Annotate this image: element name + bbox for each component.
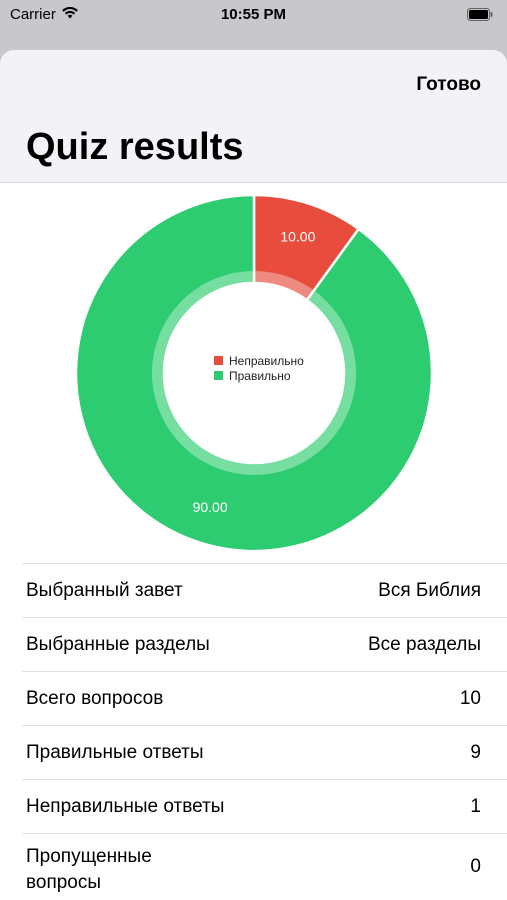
row-label: Пропущенные вопросы: [26, 846, 152, 893]
row-value: Все разделы: [368, 634, 481, 655]
row-incorrect-answers: Неправильные ответы 1: [22, 779, 507, 833]
row-value: 9: [470, 742, 481, 763]
row-label: Выбранные разделы: [26, 634, 210, 655]
row-total-questions: Всего вопросов 10: [22, 671, 507, 725]
row-value: 1: [470, 796, 481, 817]
legend-item-correct: Правильно: [214, 368, 304, 383]
wifi-icon: [62, 6, 78, 23]
status-bar: Carrier 10:55 PM: [0, 0, 507, 30]
legend-swatch-incorrect: [214, 356, 223, 365]
row-label: Всего вопросов: [26, 688, 164, 709]
row-value: 10: [459, 688, 481, 709]
chart-legend: Неправильно Правильно: [214, 353, 304, 383]
row-correct-answers: Правильные ответы 9: [22, 725, 507, 779]
results-list: Выбранный завет Вся Библия Выбранные раз…: [0, 563, 507, 898]
done-button[interactable]: Готово: [416, 74, 481, 95]
donut-slice-label-0: 10.00: [280, 229, 315, 245]
row-label: Неправильные ответы: [26, 796, 225, 817]
legend-item-incorrect: Неправильно: [214, 353, 304, 368]
legend-label-incorrect: Неправильно: [229, 353, 304, 368]
row-label: Выбранный завет: [26, 580, 183, 601]
page-title: Quiz results: [26, 126, 244, 168]
battery-icon: [467, 8, 493, 25]
row-value: 0: [470, 856, 481, 877]
row-sections: Выбранные разделы Все разделы: [22, 617, 507, 671]
row-testament: Выбранный завет Вся Библия: [22, 563, 507, 617]
donut-slice-label-1: 90.00: [193, 499, 228, 515]
donut-chart-svg: 10.00 90.00: [74, 193, 434, 553]
results-sheet: Готово Quiz results 10.00 90.00 Неправиль…: [0, 50, 507, 900]
row-label: Правильные ответы: [26, 742, 204, 763]
donut-slice-1[interactable]: [74, 193, 434, 553]
legend-swatch-correct: [214, 371, 223, 380]
row-skipped-questions: Пропущенные вопросы 0: [22, 833, 507, 898]
carrier-label: Carrier: [10, 6, 56, 23]
status-time: 10:55 PM: [220, 6, 287, 23]
results-content: 10.00 90.00 Неправильно Правильно Выбранн…: [0, 182, 507, 900]
carrier-indicator: Carrier: [10, 6, 78, 23]
legend-label-correct: Правильно: [229, 368, 291, 383]
row-value: Вся Библия: [378, 580, 481, 601]
donut-chart: 10.00 90.00 Неправильно Правильно: [0, 183, 507, 563]
